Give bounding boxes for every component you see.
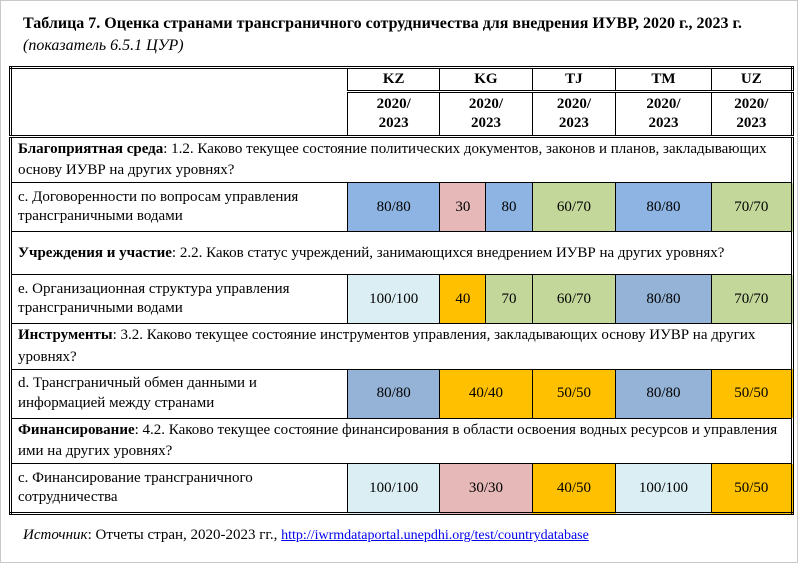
period-cell-kz: 2020/ 2023: [347, 91, 441, 138]
table-title-main: Таблица 7. Оценка странами трансгранично…: [23, 15, 742, 32]
table-title-indicator-note: (показатель 6.5.1 ЦУР): [23, 36, 184, 54]
source-text: : Отчеты стран, 2020-2023 гг.,: [87, 527, 282, 544]
section-question: : 4.2. Каково текущее состояние финансир…: [18, 421, 778, 460]
data-row-org-structure: е. Организационная структура управления …: [9, 274, 794, 325]
score-cell-kg-split: 40 70: [439, 274, 533, 325]
column-header-tj: TJ: [531, 67, 617, 94]
score-cell-kz: 100/100: [347, 463, 441, 515]
score-cell-tj: 60/70: [531, 274, 617, 325]
section-title: Финансирование: [18, 421, 135, 438]
section-title: Учреждения и участие: [18, 244, 172, 261]
note-line: Примечание: Степень реализации по баллам…: [23, 559, 773, 562]
period-cell-tm: 2020/ 2023: [615, 91, 712, 138]
source-label: Источник: [23, 527, 88, 544]
score-cell-tj: 50/50: [531, 368, 617, 419]
column-header-kz: KZ: [347, 67, 441, 94]
score-cell-tm: 80/80: [615, 274, 712, 325]
column-header-uz: UZ: [710, 67, 794, 94]
score-kg-2020: 30: [440, 183, 487, 232]
row-label: е. Организационная структура управления …: [9, 274, 349, 325]
section-title: Благоприятная среда: [18, 140, 164, 157]
score-kg-2023: 80: [486, 183, 532, 232]
score-cell-tj: 60/70: [531, 182, 617, 233]
column-header-kg: KG: [439, 67, 533, 94]
data-row-data-exchange: d. Трансграничный обмен данными и информ…: [9, 368, 794, 419]
period-cell-uz: 2020/ 2023: [710, 91, 794, 138]
section-title: Инструменты: [18, 327, 113, 344]
score-cell-tj: 40/50: [531, 463, 617, 515]
row-label: с. Договоренности по вопросам управления…: [9, 182, 349, 233]
section-header-institutions: Учреждения и участие: 2.2. Каков статус …: [10, 231, 793, 276]
note-text: Степень реализации по баллам: очень высо…: [23, 561, 764, 562]
score-kg-2020: 40: [440, 275, 487, 324]
period-cell-tj: 2020/ 2023: [531, 91, 617, 138]
row-label: с. Финансирование трансграничного сотруд…: [9, 463, 349, 515]
table-title: Таблица 7. Оценка странами трансгранично…: [23, 13, 773, 56]
data-row-agreements: с. Договоренности по вопросам управления…: [9, 182, 794, 233]
period-cell-kg: 2020/ 2023: [439, 91, 533, 138]
source-line: Источник: Отчеты стран, 2020-2023 гг., h…: [23, 525, 773, 546]
section-header-enabling-environment: Благоприятная среда: 1.2. Каково текущее…: [10, 135, 793, 184]
data-row-financing: с. Финансирование трансграничного сотруд…: [9, 463, 794, 515]
score-cell-kg: 40/40: [439, 368, 533, 419]
score-cell-uz: 50/50: [710, 368, 794, 419]
assessment-table: KZ KG TJ TM UZ 2020/ 2023 2020/ 2023 202…: [9, 66, 794, 516]
score-cell-kz: 80/80: [347, 182, 441, 233]
section-question: : 3.2. Каково текущее состояние инструме…: [18, 327, 756, 365]
score-cell-uz: 70/70: [710, 274, 794, 325]
row-label: d. Трансграничный обмен данными и информ…: [9, 368, 349, 419]
score-cell-kz: 80/80: [347, 368, 441, 419]
score-kg-2023: 70: [486, 275, 532, 324]
score-cell-tm: 80/80: [615, 368, 712, 419]
score-cell-uz: 70/70: [710, 182, 794, 233]
score-cell-uz: 50/50: [710, 463, 794, 515]
score-cell-kg-split: 30 80: [439, 182, 533, 233]
score-cell-kz: 100/100: [347, 274, 441, 325]
table-corner-cell: [9, 67, 349, 138]
period-header-row: 2020/ 2023 2020/ 2023 2020/ 2023 2020/ 2…: [11, 91, 794, 138]
column-header-tm: TM: [615, 67, 712, 94]
section-question: : 2.2. Каков статус учреждений, занимающ…: [171, 244, 725, 261]
section-header-financing: Финансирование: 4.2. Каково текущее сост…: [10, 417, 793, 465]
table-footer: Источник: Отчеты стран, 2020-2023 гг., h…: [23, 525, 773, 562]
note-label: Примечание:: [23, 561, 106, 562]
country-header-row: KZ KG TJ TM UZ: [9, 67, 794, 138]
score-cell-kg: 30/30: [439, 463, 533, 515]
score-cell-tm: 100/100: [615, 463, 712, 515]
score-cell-tm: 80/80: [615, 182, 712, 233]
section-question: : 1.2. Каково текущее состояние политиче…: [18, 140, 767, 178]
section-header-instruments: Инструменты: 3.2. Каково текущее состоян…: [10, 323, 793, 370]
source-link[interactable]: http://iwrmdataportal.unepdhi.org/test/c…: [281, 528, 589, 544]
